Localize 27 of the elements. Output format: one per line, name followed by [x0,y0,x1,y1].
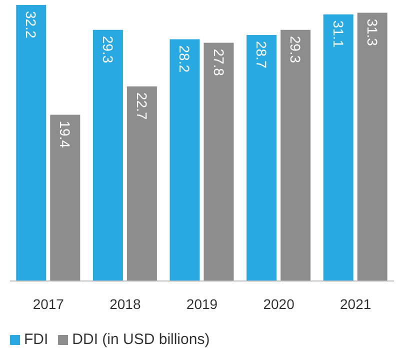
bar [323,14,354,281]
data-label: 29.3 [288,36,304,64]
bar [126,86,157,281]
data-label: 28.2 [176,45,193,73]
bar [246,35,277,281]
data-label: 31.1 [330,20,346,48]
bar [16,5,46,281]
x-tick-label: 2021 [340,296,372,312]
data-label: 32.2 [23,11,40,38]
bar [92,30,123,281]
bar [204,42,234,281]
x-tick-label: 2017 [32,296,64,312]
x-tick-label: 2019 [186,296,218,312]
bar [280,30,311,281]
bar [50,114,80,281]
data-label: 27.8 [210,48,227,76]
legend-label: DDI (in USD billions) [72,331,210,348]
x-tick-label: 2018 [110,296,141,312]
bar [357,12,388,281]
data-label: 19.4 [57,120,74,148]
legend-label: FDI [24,331,48,348]
data-label: 31.3 [364,18,380,46]
data-label: 22.7 [134,92,150,120]
bar [170,39,200,281]
data-label: 28.7 [254,41,270,68]
data-label: 29.3 [100,36,116,64]
x-tick-label: 2020 [263,296,295,312]
